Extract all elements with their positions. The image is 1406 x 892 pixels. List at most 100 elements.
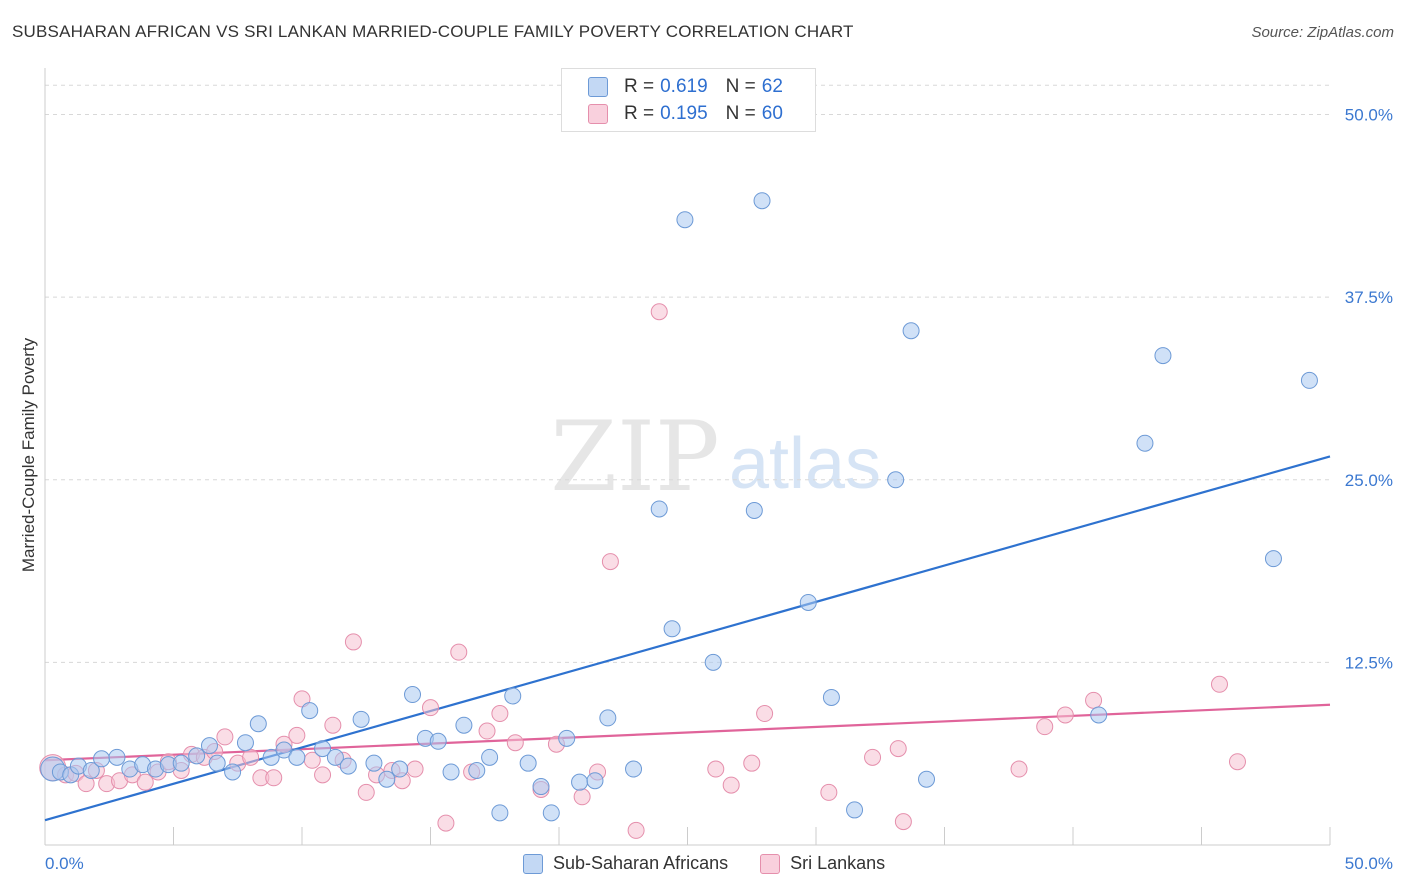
data-point-sub-saharan-africans [887,471,905,489]
data-point-sri-lankans [406,760,424,778]
data-point-sri-lankans [707,760,725,778]
legend-item-sri-lankans: Sri Lankans [760,853,885,874]
watermark-zip: ZIP [550,401,719,513]
data-point-sub-saharan-africans [1136,434,1154,452]
data-point-sub-saharan-africans [918,770,936,788]
data-point-sub-saharan-africans [599,709,617,727]
data-point-sub-saharan-africans [519,754,537,772]
legend-swatch-pink [760,853,781,874]
data-point-sri-lankans [722,776,740,794]
data-point-sub-saharan-africans [108,748,126,766]
sub-saharan-africans-points [40,192,1318,822]
tick-labels: 12.5% 25.0% 37.5% 50.0% 0.0% 50.0% [45,106,1393,873]
data-point-sri-lankans [450,643,468,661]
data-point-sub-saharan-africans [275,741,293,759]
data-point-sri-lankans [1056,706,1074,724]
data-point-sub-saharan-africans [288,748,306,766]
data-point-sub-saharan-africans [468,761,486,779]
legend-swatch-pink [588,104,608,124]
legend-item-sub-saharan-africans: Sub-Saharan Africans [523,853,728,874]
data-point-sub-saharan-africans [455,716,473,734]
legend-r-label: R = [624,76,655,97]
x-tick-label: 50.0% [1345,854,1393,873]
data-point-sri-lankans [478,722,496,740]
data-point-sub-saharan-africans [586,772,604,790]
trend-line-sri-lankans [44,703,1331,762]
legend-n-label: N = [725,103,756,124]
data-point-sub-saharan-africans [188,747,206,765]
data-point-sub-saharan-africans [625,760,643,778]
data-point-sri-lankans [293,690,311,708]
data-point-sub-saharan-africans [704,653,722,671]
data-point-sub-saharan-africans [391,760,409,778]
data-point-sri-lankans [422,699,439,717]
data-point-sub-saharan-africans [172,754,190,772]
data-point-sri-lankans [864,748,882,766]
x-tick-label: 0.0% [45,854,84,873]
data-point-sub-saharan-africans [504,687,522,705]
data-point-sri-lankans [136,773,154,791]
y-tick-label: 25.0% [1345,471,1393,490]
trend-lines [44,455,1331,822]
legend-label: Sub-Saharan Africans [553,853,729,873]
data-point-sri-lankans [627,821,645,839]
data-point-sub-saharan-africans [82,761,100,779]
legend-n-value: 62 [761,76,783,97]
data-point-sub-saharan-africans [558,729,576,747]
data-point-sri-lankans [357,783,375,801]
source-note: Source: ZipAtlas.com [1251,24,1394,41]
legend-n-value: 60 [761,103,783,124]
data-point-sub-saharan-africans [663,620,681,638]
y-tick-label: 50.0% [1345,106,1393,125]
data-point-sri-lankans [1210,675,1228,693]
data-point-sub-saharan-africans [745,501,763,519]
data-point-sri-lankans [820,783,838,801]
legend-swatch-blue [588,77,608,97]
data-point-sub-saharan-africans [902,322,920,340]
data-point-sub-saharan-africans [301,702,319,720]
data-point-sub-saharan-africans [532,778,550,796]
legend-r-value: 0.195 [660,103,708,124]
data-point-sri-lankans [1010,760,1028,778]
data-point-sri-lankans [288,726,306,744]
data-point-sub-saharan-africans [753,192,771,210]
y-tick-label: 37.5% [1345,288,1393,307]
data-point-sub-saharan-africans [442,763,460,781]
data-point-sri-lankans [1036,718,1054,736]
watermark: ZIP atlas [550,401,881,513]
data-point-sub-saharan-africans [326,748,344,766]
legend-r-value: 0.619 [660,76,708,97]
data-point-sri-lankans [344,633,362,651]
data-point-sub-saharan-africans [236,734,254,752]
chart-title: SUBSAHARAN AFRICAN VS SRI LANKAN MARRIED… [12,22,854,41]
data-point-sri-lankans [573,788,591,806]
correlation-legend: R = 0.619 N = 62 R = 0.195 N = 60 [561,68,816,132]
data-point-sub-saharan-africans [799,593,817,611]
data-point-sri-lankans [437,814,455,832]
data-point-sri-lankans [743,754,761,772]
data-point-sri-lankans [601,553,619,571]
data-point-sub-saharan-africans [339,757,357,775]
data-point-sub-saharan-africans [542,804,560,822]
legend-row-pink: R = 0.195 N = 60 [588,102,789,126]
axes [44,68,1331,846]
legend-r-label: R = [624,103,655,124]
data-point-sri-lankans [265,769,283,787]
data-point-sub-saharan-africans [491,804,509,822]
data-point-sri-lankans [506,734,524,752]
legend-n-label: N = [725,76,756,97]
data-point-sub-saharan-africans [1264,550,1282,568]
data-point-sub-saharan-africans [650,500,668,518]
data-point-sri-lankans [324,716,342,734]
data-point-sub-saharan-africans [224,763,242,781]
data-point-sub-saharan-africans [822,688,840,706]
data-point-sub-saharan-africans [314,740,332,758]
data-point-sub-saharan-africans [404,686,422,704]
legend-swatch-blue [523,853,543,874]
legend-row-blue: R = 0.619 N = 62 [588,75,789,99]
data-point-sub-saharan-africans [1154,347,1172,365]
data-point-sub-saharan-africans [249,715,267,733]
data-point-sri-lankans [894,813,912,831]
data-point-sri-lankans [889,740,907,758]
